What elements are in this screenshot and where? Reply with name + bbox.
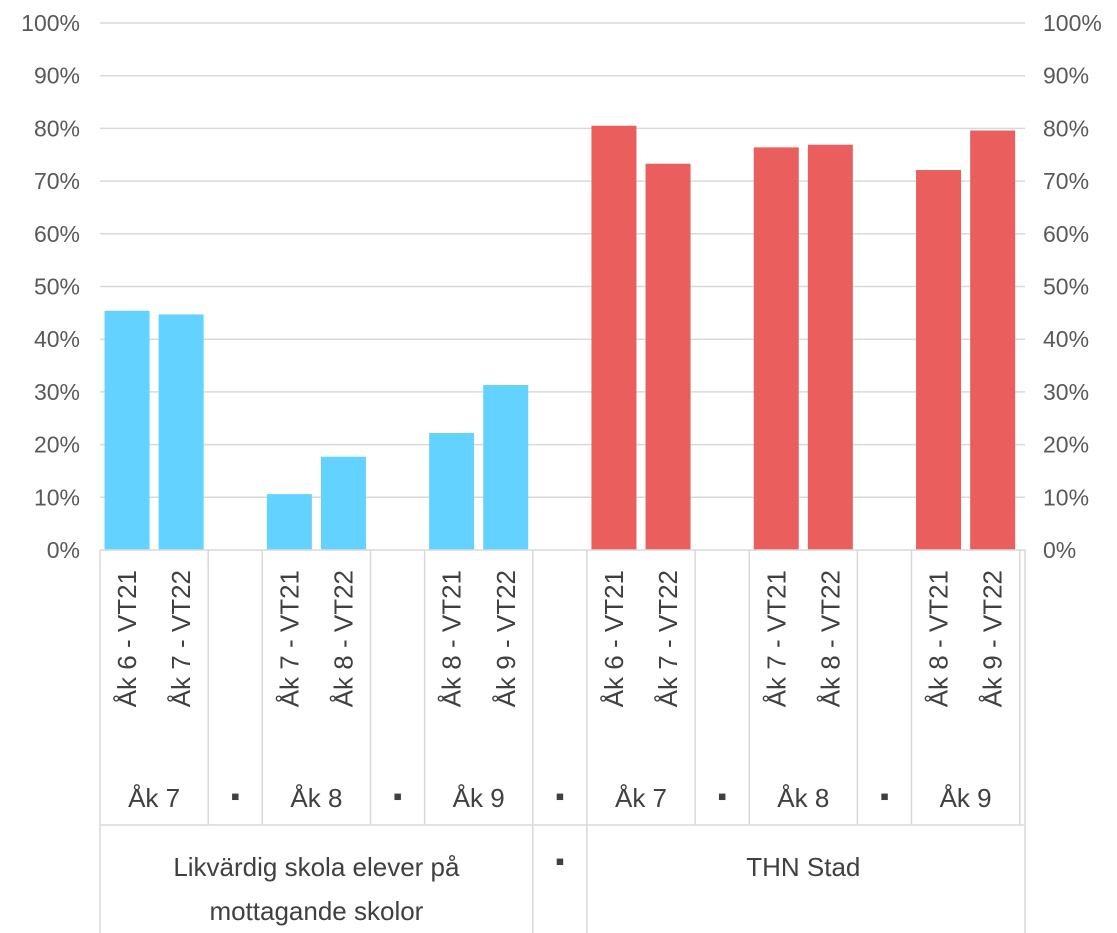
y-tick-label-right: 60% xyxy=(1043,221,1089,247)
y-tick-label: 0% xyxy=(47,537,80,563)
category-axis: Åk 6 - VT21 Åk 7 - VT22 Åk 7 ▪ Åk 7 - VT21 Åk… xyxy=(99,549,1026,933)
bar xyxy=(916,170,962,550)
group-label: THN Stad xyxy=(746,852,860,882)
group-label: Likvärdig skola elever på xyxy=(173,852,460,882)
y-tick-label-right: 80% xyxy=(1043,115,1089,141)
group-label: mottagande skolor xyxy=(209,896,423,926)
y-tick-label-right: 40% xyxy=(1043,326,1089,352)
y-tick-label: 60% xyxy=(34,221,80,247)
y-tick-label: 100% xyxy=(21,10,80,36)
bar-label: Åk 8 - VT21 xyxy=(924,570,954,707)
left-y-axis: 0% 10% 20% 30% 40% 50% 60% 70% 80% 90% 100% xyxy=(21,10,80,563)
right-y-axis: 0% 10% 20% 30% 40% 50% 60% 70% 80% 90% 100% xyxy=(1043,10,1102,563)
subgroup-label: Åk 8 xyxy=(290,783,342,813)
separator-marker: ▪ xyxy=(555,781,564,811)
bar xyxy=(158,314,204,550)
bar-label: Åk 7 - VT22 xyxy=(653,570,683,707)
y-tick-label-right: 70% xyxy=(1043,168,1089,194)
bar-label: Åk 7 - VT22 xyxy=(166,570,196,707)
y-tick-label-right: 100% xyxy=(1043,10,1102,36)
y-tick-label: 90% xyxy=(34,63,80,89)
subgroup-label: Åk 9 xyxy=(453,783,505,813)
y-tick-label: 70% xyxy=(34,168,80,194)
separator-marker: ▪ xyxy=(880,781,889,811)
y-tick-label-right: 50% xyxy=(1043,274,1089,300)
separator-marker: ▪ xyxy=(231,781,240,811)
bar-label: Åk 7 - VT21 xyxy=(761,570,791,707)
bar-label: Åk 6 - VT21 xyxy=(112,570,142,707)
separator-marker: ▪ xyxy=(555,846,564,876)
bar-label: Åk 8 - VT22 xyxy=(328,570,358,707)
y-tick-label-right: 20% xyxy=(1043,432,1089,458)
subgroup-label: Åk 7 xyxy=(615,783,667,813)
separator-marker: ▪ xyxy=(393,781,402,811)
bar-label: Åk 8 - VT21 xyxy=(437,570,467,707)
bar-label: Åk 7 - VT21 xyxy=(274,570,304,707)
bar xyxy=(429,433,475,550)
bar xyxy=(753,147,799,550)
y-tick-label: 50% xyxy=(34,274,80,300)
bar-label: Åk 6 - VT21 xyxy=(599,570,629,707)
y-tick-label: 30% xyxy=(34,379,80,405)
bar xyxy=(483,385,529,550)
separator-marker: ▪ xyxy=(718,781,727,811)
bar xyxy=(266,494,312,550)
subgroup-label: Åk 8 xyxy=(777,783,829,813)
bar xyxy=(104,310,150,550)
bar xyxy=(320,456,366,550)
bar-label: Åk 8 - VT22 xyxy=(815,570,845,707)
y-tick-label-right: 0% xyxy=(1043,537,1076,563)
y-tick-label: 10% xyxy=(34,484,80,510)
subgroup-label: Åk 9 xyxy=(940,783,992,813)
bar xyxy=(645,163,691,551)
y-tick-label: 20% xyxy=(34,432,80,458)
y-tick-label: 80% xyxy=(34,115,80,141)
y-tick-label: 40% xyxy=(34,326,80,352)
y-tick-label-right: 30% xyxy=(1043,379,1089,405)
bars xyxy=(104,125,1016,551)
bar xyxy=(970,130,1016,550)
y-tick-label-right: 10% xyxy=(1043,484,1089,510)
subgroup-label: Åk 7 xyxy=(128,783,180,813)
bar xyxy=(591,125,637,550)
gridlines xyxy=(100,22,1025,499)
bar xyxy=(807,144,853,550)
bar-label: Åk 9 - VT22 xyxy=(491,570,521,707)
y-tick-label-right: 90% xyxy=(1043,63,1089,89)
bar-label: Åk 9 - VT22 xyxy=(978,570,1008,707)
